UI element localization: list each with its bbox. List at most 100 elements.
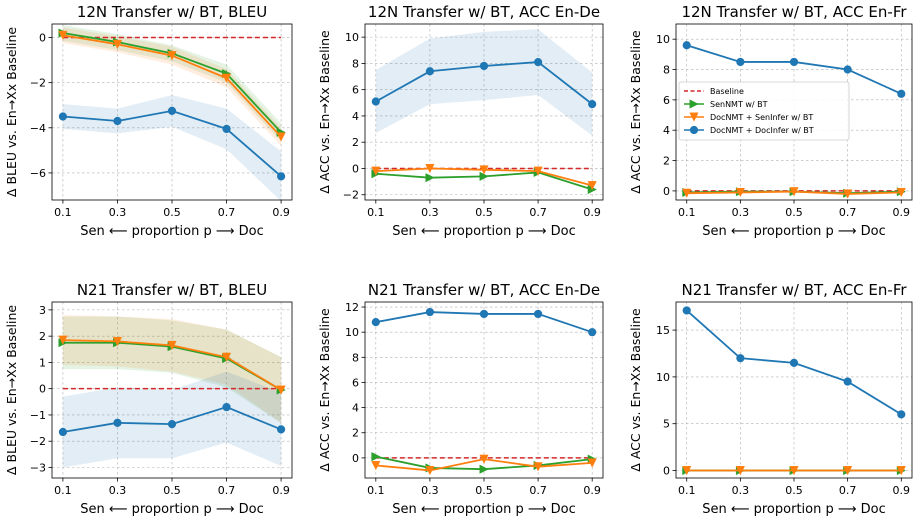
y-tick-label: 10 [656, 33, 670, 46]
x-tick-label: 0.3 [109, 206, 127, 219]
series-group [58, 28, 286, 181]
y-axis-label: Δ BLEU vs. En→Xx Baseline [4, 27, 19, 197]
series-group [371, 307, 597, 476]
series-group [682, 41, 907, 199]
y-tick-label: 0 [39, 32, 46, 45]
x-axis-label: Sen ⟵ proportion p ⟶ Doc [80, 224, 264, 239]
x-tick-label: 0.1 [367, 484, 385, 497]
data-point-docnmt-docinfer-w-bt [789, 57, 799, 67]
data-point-docnmt-seninfer-w-bt [587, 181, 597, 191]
chart-title: 12N Transfer w/ BT, BLEU [77, 3, 267, 21]
legend-box [678, 81, 850, 141]
grid-lines [676, 302, 912, 478]
y-tick-label: 10 [345, 31, 359, 44]
x-tick-label: 0.3 [421, 206, 439, 219]
y-tick-label: 2 [39, 330, 46, 343]
y-tick-label: −2 [343, 189, 359, 202]
data-point-docnmt-docinfer-w-bt [533, 57, 543, 67]
data-point-docnmt-docinfer-w-bt [736, 57, 745, 67]
x-tick-label: 0.5 [475, 206, 493, 219]
y-axis-label: Δ ACC vs. En→Xx Baseline [628, 30, 643, 194]
data-point-docnmt-seninfer-w-bt [112, 336, 123, 347]
x-tick-label: 0.1 [54, 206, 72, 219]
y-tick-label: 10 [345, 326, 359, 339]
data-point-docnmt-seninfer-w-bt [896, 187, 906, 198]
y-tick-label: −1 [30, 409, 46, 422]
data-point-docnmt-seninfer-w-bt [533, 166, 543, 176]
data-point-docnmt-seninfer-w-bt [425, 164, 435, 174]
x-axis-label: Sen ⟵ proportion p ⟶ Doc [80, 502, 264, 517]
data-point-docnmt-docinfer-w-bt [533, 309, 543, 319]
data-point-docnmt-docinfer-w-bt [58, 427, 68, 437]
data-point-docnmt-docinfer-w-bt [113, 418, 122, 427]
legend-marker-docnmt-docinfer-w-bt [689, 125, 699, 135]
y-axis-label: Δ ACC vs. En→Xx Baseline [317, 308, 332, 472]
data-point-docnmt-docinfer-w-bt [222, 124, 231, 134]
x-tick-label: 0.1 [367, 206, 385, 219]
data-point-docnmt-docinfer-w-bt [276, 172, 286, 181]
y-tick-label: 0 [39, 383, 46, 396]
confidence-bands [62, 315, 282, 468]
chart-panel-6: 0.1 0.3 0.5 0.7 0.9 0 5 10 15 N21 Transfer w/ BT,… [628, 281, 913, 517]
y-tick-label: 0 [663, 185, 670, 198]
data-point-docnmt-docinfer-w-bt [843, 377, 852, 386]
x-tick-label: 0.9 [893, 484, 911, 497]
data-point-docnmt-docinfer-w-bt [736, 354, 745, 363]
data-point-docnmt-seninfer-w-bt [221, 73, 232, 83]
data-point-docnmt-docinfer-w-bt [371, 97, 380, 106]
band-docnmt-docinfer-w-bt [62, 371, 282, 468]
data-point-docnmt-docinfer-w-bt [682, 306, 691, 315]
grid-lines [52, 302, 292, 478]
x-tick-label: 0.5 [163, 484, 181, 497]
data-point-docnmt-docinfer-w-bt [789, 358, 799, 367]
x-tick-label: 0.9 [272, 206, 290, 219]
data-point-docnmt-seninfer-w-bt [276, 132, 286, 142]
y-tick-label: 15 [656, 324, 670, 337]
data-point-docnmt-seninfer-w-bt [843, 189, 853, 199]
x-tick-label: 0.9 [583, 206, 601, 219]
x-tick-label: 0.3 [421, 484, 439, 497]
confidence-bands [375, 29, 593, 136]
x-axis-label: Sen ⟵ proportion p ⟶ Doc [702, 502, 886, 517]
x-tick-label: 0.7 [839, 484, 857, 497]
grid-lines [365, 302, 603, 478]
y-tick-label: 2 [352, 427, 359, 440]
x-tick-label: 0.1 [678, 484, 696, 497]
x-axis-label: Sen ⟵ proportion p ⟶ Doc [702, 224, 886, 239]
data-point-sennmt-w-bt [371, 452, 381, 462]
y-tick-label: 6 [663, 94, 670, 107]
band-docnmt-docinfer-w-bt [375, 29, 593, 136]
legend-label-sennmt-w-bt: SenNMT w/ BT [710, 100, 768, 109]
legend-marker-docnmt-seninfer-w-bt [689, 112, 699, 122]
data-point-docnmt-docinfer-w-bt [588, 328, 597, 337]
x-axis-label: Sen ⟵ proportion p ⟶ Doc [392, 502, 576, 517]
data-point-docnmt-docinfer-w-bt [425, 67, 435, 76]
data-point-docnmt-docinfer-w-bt [588, 100, 597, 109]
legend-label-docnmt-seninfer-w-bt: DocNMT + SenInfer w/ BT [710, 113, 813, 122]
data-point-docnmt-seninfer-w-bt [843, 466, 853, 476]
x-tick-label: 0.9 [893, 206, 911, 219]
data-point-docnmt-docinfer-w-bt [58, 112, 68, 121]
x-tick-label: 0.1 [54, 484, 72, 497]
data-point-docnmt-seninfer-w-bt [58, 335, 68, 345]
data-point-docnmt-docinfer-w-bt [276, 425, 286, 434]
x-tick-label: 0.5 [785, 206, 803, 219]
data-point-docnmt-seninfer-w-bt [789, 187, 799, 197]
chart-title: N21 Transfer w/ BT, ACC En-Fr [681, 281, 907, 299]
chart-title: N21 Transfer w/ BT, ACC En-De [368, 281, 600, 299]
x-tick-label: 0.5 [163, 206, 181, 219]
chart-panel-4: 0.1 0.3 0.5 0.7 0.9 −3 −2 −1 0 1 2 3 N21 Transfer w/… [4, 281, 293, 517]
data-point-docnmt-seninfer-w-bt [682, 466, 692, 476]
data-point-docnmt-seninfer-w-bt [479, 454, 489, 464]
y-tick-label: 12 [345, 301, 359, 314]
y-tick-label: 2 [663, 155, 670, 168]
y-axis-label: Δ ACC vs. En→Xx Baseline [317, 30, 332, 194]
y-tick-label: −4 [30, 122, 46, 135]
data-point-docnmt-seninfer-w-bt [425, 466, 435, 476]
y-tick-label: 8 [352, 351, 359, 364]
data-point-docnmt-seninfer-w-bt [112, 39, 123, 50]
x-tick-label: 0.7 [529, 484, 547, 497]
y-tick-label: 6 [352, 376, 359, 389]
chart-panel-5: 0.1 0.3 0.5 0.7 0.9 0 2 4 6 8 10 12 N21 Transfer w/ … [317, 281, 604, 517]
series-group [682, 306, 907, 476]
